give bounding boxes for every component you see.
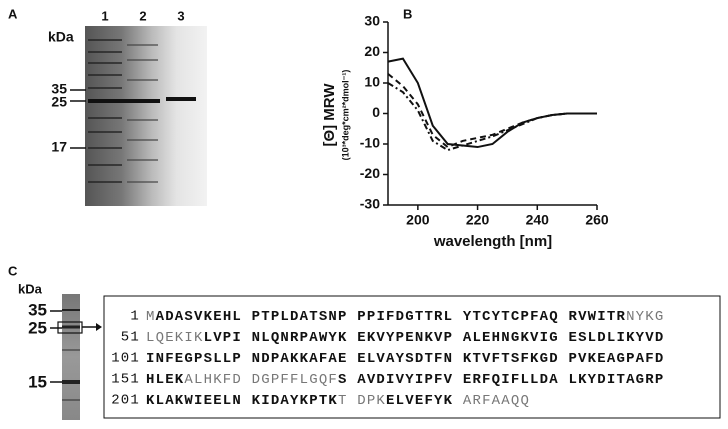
y-tick-label: 0	[372, 104, 380, 120]
x-tick-label: 240	[526, 212, 550, 228]
x-tick-label: 200	[406, 212, 430, 228]
unit-label: kDa	[18, 281, 43, 296]
y-tick-label: -20	[360, 165, 380, 181]
panel-label: A	[8, 6, 18, 21]
marker-ticks	[50, 310, 62, 383]
residue-number: 151	[111, 372, 140, 388]
marker-label: 25	[28, 318, 47, 337]
residue-number: 101	[111, 351, 140, 367]
sequence-segment: ADASVKEHL PTPLDATSNP PPIFDGTTRL YTCYTCPF…	[156, 309, 626, 325]
sequence-segment: M	[146, 309, 156, 325]
sequence-segment: KLAKWIEELN KIDAYKPTK	[146, 393, 338, 409]
sequence: 1 MADASVKEHL PTPLDATSNP PPIFDGTTRL YTCYTC…	[111, 309, 664, 409]
residue-number: 201	[111, 393, 140, 409]
sequence-line: LQEKIKLVPI NLQNRPAWYK EKVYPENKVP ALEHNGK…	[146, 330, 664, 346]
sequence-segment: ARFAAQQ	[453, 393, 530, 409]
sequence-segment: ALHKFD DGPFFLGQF	[184, 372, 338, 388]
gel-strip	[62, 294, 80, 420]
marker-label: 17	[51, 139, 67, 155]
sequence-line: HLEKALHKFD DGPFFLGQFS AVDIVYIPFV ERFQIFL…	[146, 372, 664, 388]
panel-label: B	[403, 6, 412, 21]
y-tick-label: -10	[360, 135, 380, 151]
marker-label: 25	[51, 94, 67, 110]
x-tick-label: 220	[466, 212, 490, 228]
y-axis-units: (10³*deg*cm²*dmol⁻¹)	[340, 70, 350, 161]
sequence-segment: ELVEFYK	[386, 393, 453, 409]
sequence-segment: LQEKIK	[146, 330, 204, 346]
sequence-segment: S AVDIVYIPFV ERFQIFLLDA LKYDITAGRP	[338, 372, 664, 388]
y-tick-label: -30	[360, 196, 380, 212]
marker-ticks	[70, 89, 86, 149]
sequence-segment: HLEK	[146, 372, 184, 388]
sequence-segment: LVPI NLQNRPAWYK EKVYPENKVP ALEHNGKVIG ES…	[204, 330, 665, 346]
marker-label: 35	[51, 81, 67, 97]
y-tick-label: 30	[364, 13, 380, 29]
gel-bands	[62, 309, 80, 401]
sequence-segment: T DPK	[338, 393, 386, 409]
residue-number: 1	[130, 309, 140, 325]
y-tick-label: 20	[364, 43, 380, 59]
marker-label: 35	[28, 300, 47, 319]
sequence-line: MADASVKEHL PTPLDATSNP PPIFDGTTRL YTCYTCP…	[146, 309, 664, 325]
cd-curve	[387, 82, 597, 152]
marker-label: 15	[28, 372, 47, 391]
x-axis-title: wavelength [nm]	[433, 233, 552, 250]
unit-label: kDa	[48, 29, 74, 45]
gel-image	[85, 26, 207, 206]
lane-label: 1	[101, 8, 108, 23]
gel-bands	[88, 39, 196, 183]
y-tick-label: 10	[364, 74, 380, 90]
sequence-box	[103, 295, 721, 419]
lane-label: 3	[177, 8, 184, 23]
sequence-line: INFEGPSLLP NDPAKKAFAE ELVAYSDTFN KTVFTSF…	[146, 351, 664, 367]
lane-label: 2	[139, 8, 146, 23]
sequence-segment: INFEGPSLLP NDPAKKAFAE ELVAYSDTFN KTVFTSF…	[146, 351, 664, 367]
sequence-line: KLAKWIEELN KIDAYKPTKT DPKELVEFYK ARFAAQQ	[146, 393, 530, 409]
residue-number: 51	[121, 330, 140, 346]
arrow-head	[96, 323, 102, 331]
y-axis-title: [Θ] MRW	[321, 83, 338, 147]
sequence-segment: NYKG	[626, 309, 664, 325]
x-tick-label: 260	[585, 212, 609, 228]
cd-chart: -30 -20 -10 0 10 20 30 200 220 240 260	[360, 13, 609, 228]
panel-label: C	[8, 263, 18, 278]
